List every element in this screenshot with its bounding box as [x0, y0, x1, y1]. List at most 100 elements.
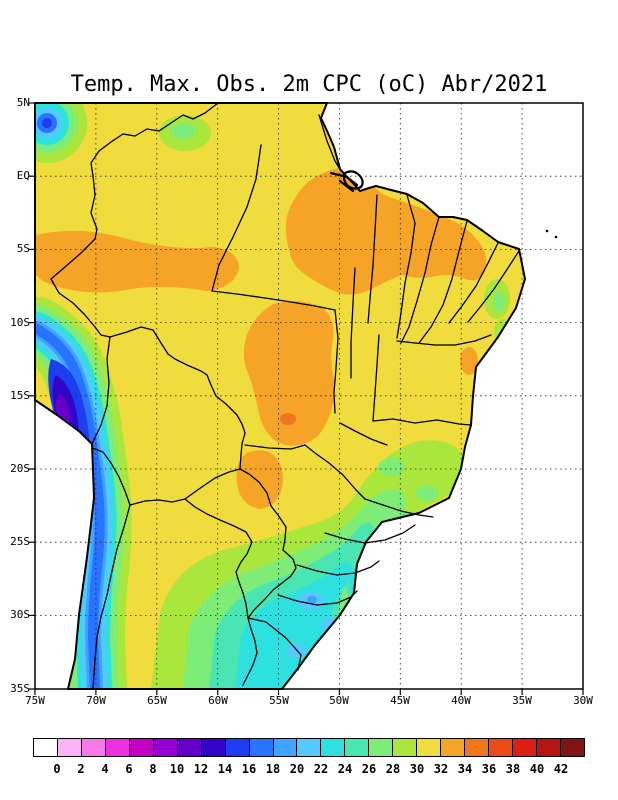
- region-32-34-central: [243, 301, 335, 446]
- border-uruguay-river: [242, 617, 258, 686]
- x-axis-label: 60W: [208, 694, 228, 707]
- colorbar-tick: 6: [125, 762, 133, 776]
- andes-cold-band: [35, 297, 132, 689]
- colorbar-cell: [104, 738, 130, 757]
- map-title: Temp. Max. Obs. 2m CPC (oC) Abr/2021: [70, 72, 548, 97]
- state-border-ce: [400, 216, 440, 344]
- x-axis-label: 35W: [512, 694, 532, 707]
- border-bolivia-brazil: [109, 326, 246, 470]
- colorbar-tick: 42: [553, 762, 569, 776]
- minas-green-spot: [416, 485, 438, 501]
- border-chile-bolivia: [91, 447, 131, 506]
- border-chile-argentina: [92, 504, 131, 690]
- colorbar-tick: 36: [481, 762, 497, 776]
- y-axis-label: 20S: [10, 462, 30, 475]
- colorbar-cell: [152, 738, 178, 757]
- state-border-bahia-north: [396, 334, 492, 346]
- state-border-go-mg: [339, 422, 388, 446]
- colorbar-tick: 34: [457, 762, 473, 776]
- country-state-borders: [34, 102, 558, 690]
- colorbar-cell: [488, 738, 514, 757]
- y-axis-label: 35S: [10, 682, 30, 695]
- colorbar-cell: [464, 738, 490, 757]
- colorbar-tick: 14: [217, 762, 233, 776]
- region-32-34-bahia-coast: [460, 347, 478, 375]
- x-axis-label: 75W: [25, 694, 45, 707]
- border-colombia-peru-west: [50, 175, 98, 280]
- y-axis-label: 5S: [16, 242, 30, 255]
- colorbar-tick: 24: [337, 762, 353, 776]
- state-border-ne-1: [418, 220, 468, 344]
- amazon-river-mouth: [329, 170, 364, 193]
- colorbar-tick: 30: [409, 762, 425, 776]
- border-peru-bolivia: [91, 336, 111, 445]
- colorbar-tick: 16: [241, 762, 257, 776]
- state-border-ma-pi: [396, 194, 416, 339]
- island-dot: [545, 229, 549, 233]
- y-axis-label: 5N: [16, 96, 30, 109]
- border-argentina-paraguay: [184, 498, 253, 619]
- y-axis-label: EQ: [16, 169, 30, 182]
- nw-core-14-16: [42, 118, 52, 128]
- colorbar-tick: 8: [149, 762, 157, 776]
- colorbar-cell: [559, 738, 585, 757]
- state-border-amapa: [318, 114, 342, 172]
- colorbar-cell: [368, 738, 394, 757]
- state-border-pr-sc: [296, 560, 380, 576]
- x-axis-label: 50W: [329, 694, 349, 707]
- colorbar-tick: 12: [193, 762, 209, 776]
- colorbar-cell: [200, 738, 226, 757]
- colorbar-cell: [320, 738, 346, 757]
- colorbar-tick: 40: [529, 762, 545, 776]
- colorbar: [33, 738, 585, 757]
- ne-spot-26-28: [493, 291, 505, 311]
- colorbar-tick: 26: [361, 762, 377, 776]
- south-spot-20-22: [338, 635, 354, 647]
- colorbar-cell: [512, 738, 538, 757]
- state-border-mt-go: [333, 309, 339, 414]
- border-peru-acre: [50, 278, 111, 338]
- andes-ring-16-18: [35, 324, 105, 689]
- colorbar-cell: [272, 738, 298, 757]
- border-argentina-uruguay-brazil: [247, 549, 302, 671]
- x-axis-label: 65W: [147, 694, 167, 707]
- colorbar-cell: [248, 738, 274, 757]
- colorbar-tick: 32: [433, 762, 449, 776]
- border-paraguay-brazil: [239, 468, 287, 551]
- lat-lon-gridlines: [35, 103, 583, 689]
- region-32-34-north: [285, 167, 487, 295]
- state-border-ne-3: [467, 250, 520, 323]
- colorbar-cell: [224, 738, 250, 757]
- colorbar-cell: [128, 738, 154, 757]
- colorbar-cell: [344, 738, 370, 757]
- x-axis-label: 30W: [573, 694, 593, 707]
- region-32-34-west-amazon: [35, 230, 239, 293]
- colorbar-cell: [80, 738, 106, 757]
- y-axis-label: 10S: [10, 316, 30, 329]
- region-34-36-hot-core: [280, 413, 296, 425]
- colorbar-tick: 18: [265, 762, 281, 776]
- colorbar-tick: 2: [77, 762, 85, 776]
- colorbar-tick: 20: [289, 762, 305, 776]
- colorbar-tick: 0: [53, 762, 61, 776]
- colorbar-tick: 4: [101, 762, 109, 776]
- colorbar-tick: 38: [505, 762, 521, 776]
- state-border-ma-pa: [367, 194, 378, 324]
- y-axis-label: 30S: [10, 608, 30, 621]
- colorbar-cell: [440, 738, 466, 757]
- colorbar-cell: [56, 738, 82, 757]
- region-32-34-paraguay: [236, 450, 283, 509]
- border-venezuela-guianas: [90, 102, 219, 177]
- temperature-field: [35, 103, 525, 689]
- south-spot-18-20: [307, 596, 317, 604]
- y-axis-label: 15S: [10, 389, 30, 402]
- state-border-parana-river: [304, 444, 366, 500]
- x-axis-label: 70W: [86, 694, 106, 707]
- state-border-to-west: [350, 267, 356, 379]
- state-border-sc-rs: [277, 590, 358, 606]
- colorbar-cell: [392, 738, 418, 757]
- x-axis-label: 40W: [451, 694, 471, 707]
- colorbar-cell: [536, 738, 561, 757]
- colorbar-labels: 0 2 4 6 8 10 12 14 16 18 20 22 24 26 28 …: [45, 762, 573, 776]
